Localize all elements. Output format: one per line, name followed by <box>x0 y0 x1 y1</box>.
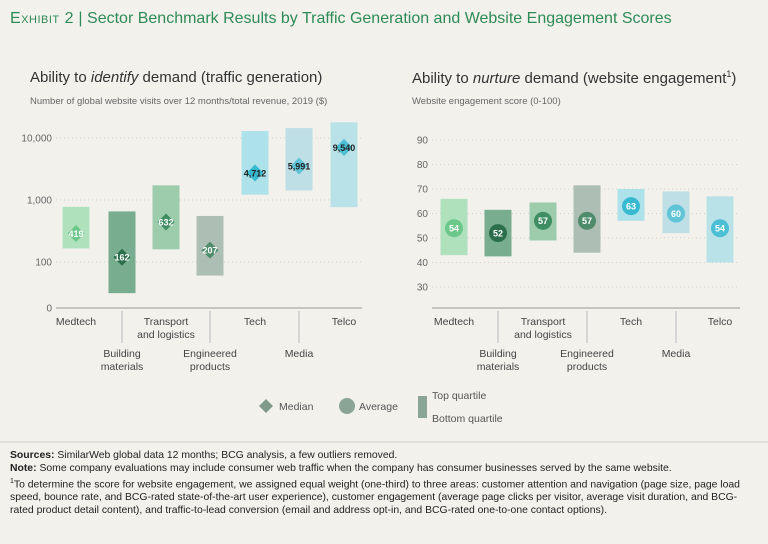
right-average-marker-media <box>667 204 685 223</box>
left-median-marker-transport <box>157 213 175 231</box>
left-median-label-engineered: 207 <box>202 245 217 255</box>
left-quartile-bar-tech <box>241 130 269 195</box>
left-median-label-building: 162 <box>114 253 129 263</box>
right-category-label: Telco <box>708 316 733 328</box>
right-category-label: Tech <box>620 316 642 328</box>
left-category-label-line2: and logistics <box>137 329 195 341</box>
title-separator: | <box>78 10 83 27</box>
right-category-label: Building <box>479 348 517 360</box>
footnote-text: 1To determine the score for website enga… <box>10 478 740 517</box>
left-category-label: Engineered <box>183 348 237 360</box>
right-y-tick-label: 60 <box>417 209 429 220</box>
exhibit-number: Exhibit 2 <box>10 10 74 27</box>
right-average-marker-medtech <box>445 219 463 238</box>
left-y-tick-label: 10,000 <box>21 134 52 145</box>
legend-quartile-swatch <box>418 396 427 418</box>
left-quartile-bar-telco <box>330 122 358 208</box>
right-category-label-line2: materials <box>477 361 520 373</box>
right-average-label-building: 52 <box>493 228 503 238</box>
left-category-label: Tech <box>244 316 266 328</box>
left-category-label: Building <box>103 348 141 360</box>
left-median-label-transport: 632 <box>158 217 173 227</box>
right-average-marker-tech <box>622 197 640 216</box>
sources-note: Sources: SimilarWeb global data 12 month… <box>10 450 398 461</box>
right-average-label-media: 60 <box>671 209 681 219</box>
left-category-label: Telco <box>332 316 357 328</box>
right-y-tick-label: 90 <box>417 136 429 147</box>
right-category-label: Media <box>662 348 691 360</box>
left-median-label-tech: 4,712 <box>244 168 267 178</box>
left-median-marker-building <box>113 248 131 266</box>
right-category-label-line2: products <box>567 361 607 373</box>
right-panel-title: Ability to nurture demand (website engag… <box>412 69 737 87</box>
left-median-marker-media <box>290 157 308 175</box>
right-y-tick-label: 50 <box>417 234 429 245</box>
legend-median-swatch <box>259 399 273 413</box>
legend-median-label: Median <box>279 401 314 413</box>
left-median-marker-telco <box>335 139 353 157</box>
legend-average-swatch <box>339 398 355 414</box>
right-average-label-transport: 57 <box>538 216 548 226</box>
left-panel-title: Ability to identify demand (traffic gene… <box>30 69 323 86</box>
left-category-label: Transport <box>144 316 189 328</box>
right-average-label-medtech: 54 <box>449 224 459 234</box>
left-median-label-telco: 9,540 <box>333 143 356 153</box>
left-median-label-media: 5,991 <box>288 161 311 171</box>
left-median-label-medtech: 419 <box>68 229 83 239</box>
legend-bottom-quartile-label: Bottom quartile <box>432 413 503 425</box>
right-average-label-telco: 54 <box>715 224 725 234</box>
right-average-label-tech: 63 <box>626 201 636 211</box>
left-y-tick-label: 100 <box>35 258 52 269</box>
right-average-label-engineered: 57 <box>582 216 592 226</box>
legend-average-label: Average <box>359 401 398 413</box>
right-category-label: Engineered <box>560 348 614 360</box>
right-average-marker-transport <box>534 211 552 230</box>
right-category-label-line2: and logistics <box>514 329 572 341</box>
left-category-label-line2: products <box>190 361 230 373</box>
right-category-label: Medtech <box>434 316 474 328</box>
left-y-tick-label: 0 <box>46 304 52 315</box>
right-category-label: Transport <box>521 316 566 328</box>
note-text: Note: Some company evaluations may inclu… <box>10 463 672 474</box>
right-panel-subtitle: Website engagement score (0-100) <box>412 96 561 107</box>
right-average-marker-engineered <box>578 211 596 230</box>
left-median-marker-engineered <box>201 241 219 259</box>
right-average-marker-building <box>489 224 507 243</box>
footnotes: Sources: SimilarWeb global data 12 month… <box>10 449 755 517</box>
right-y-tick-label: 40 <box>417 258 429 269</box>
right-y-tick-label: 80 <box>417 160 429 171</box>
legend-top-quartile-label: Top quartile <box>432 390 486 402</box>
title-text: Sector Benchmark Results by Traffic Gene… <box>87 10 672 27</box>
left-category-label: Medtech <box>56 316 96 328</box>
left-median-marker-medtech <box>67 224 85 242</box>
right-y-tick-label: 30 <box>417 283 429 294</box>
left-median-marker-tech <box>246 164 264 182</box>
left-panel-subtitle: Number of global website visits over 12 … <box>30 96 328 107</box>
exhibit-title: Exhibit 2 | Sector Benchmark Results by … <box>10 10 672 28</box>
right-average-marker-telco <box>711 219 729 238</box>
left-category-label-line2: materials <box>101 361 144 373</box>
left-y-tick-label: 1,000 <box>27 196 52 207</box>
left-category-label: Media <box>285 348 314 360</box>
right-y-tick-label: 70 <box>417 185 429 196</box>
